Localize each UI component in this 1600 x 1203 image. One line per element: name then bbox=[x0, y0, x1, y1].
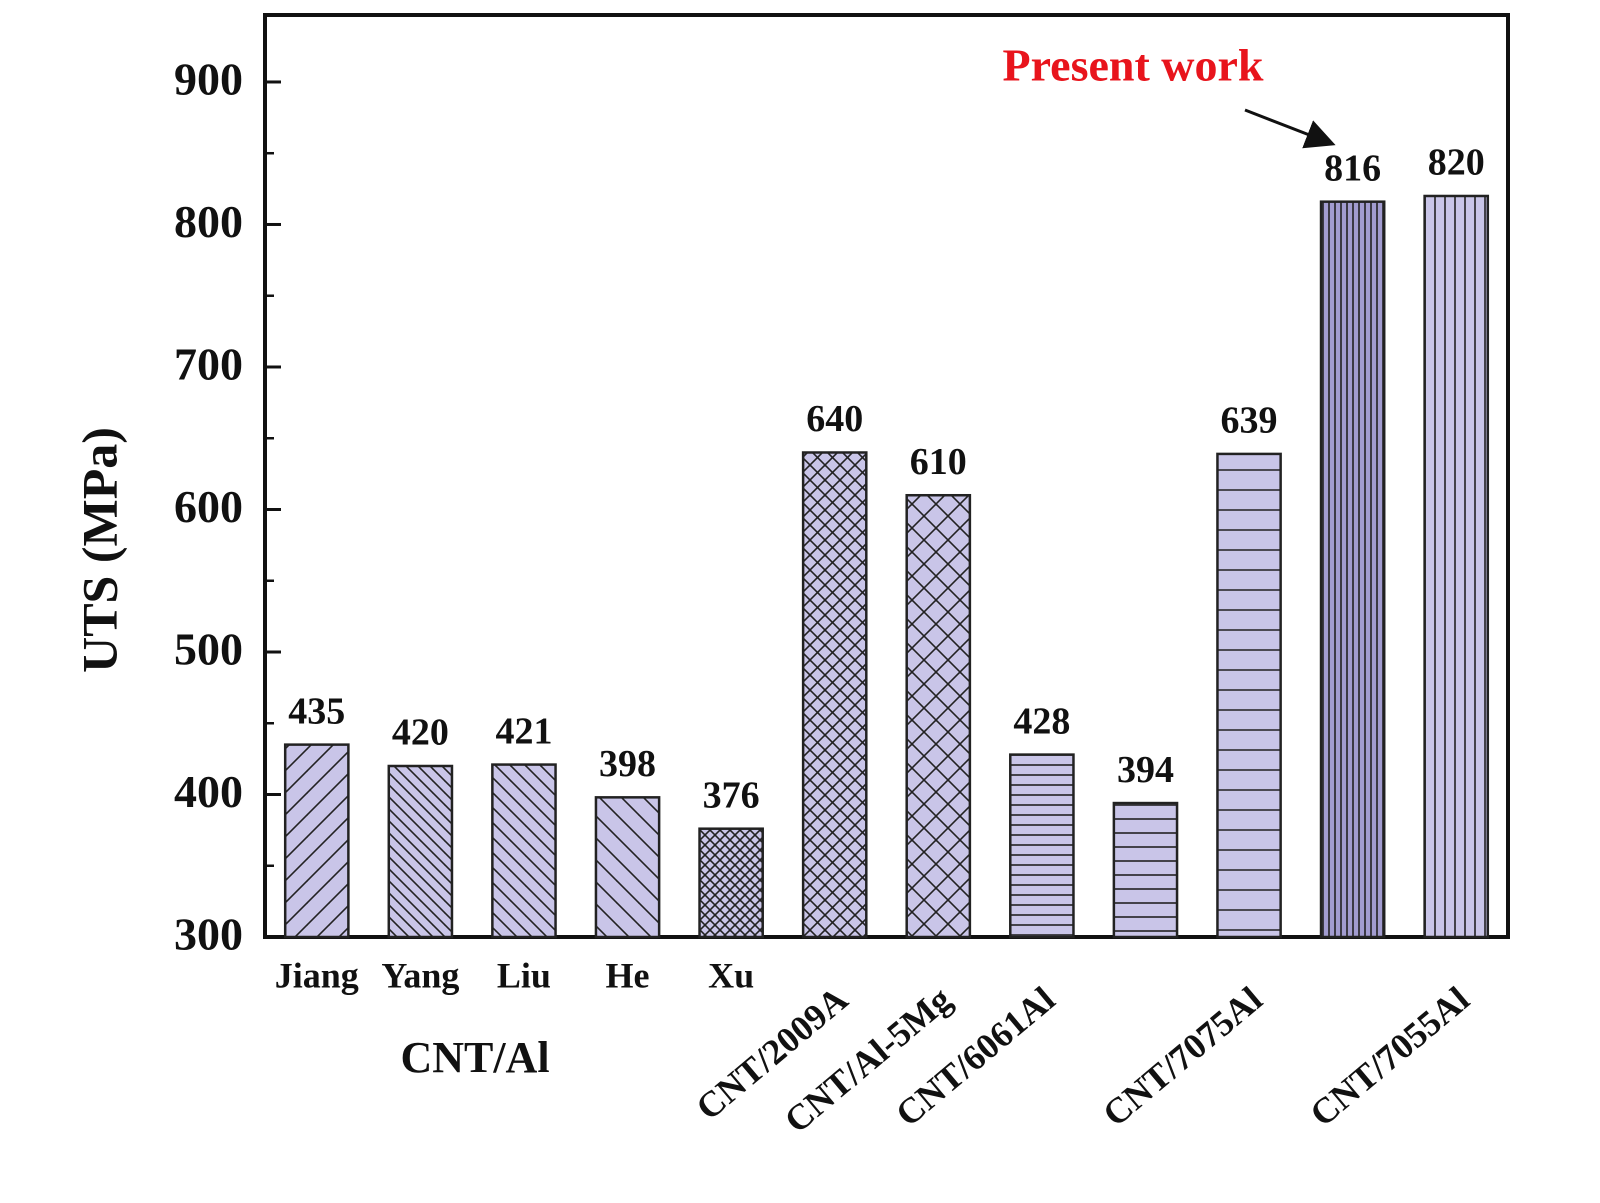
value-label: 435 bbox=[288, 690, 345, 732]
bar bbox=[387, 764, 454, 939]
value-label: 420 bbox=[392, 712, 449, 754]
y-tick-label: 400 bbox=[174, 766, 243, 817]
annotation-arrow bbox=[1244, 108, 1336, 149]
y-tick-label: 700 bbox=[174, 339, 243, 390]
value-label: 398 bbox=[599, 743, 656, 785]
bar bbox=[283, 743, 350, 939]
x-tick-label: Xu bbox=[708, 955, 754, 995]
value-label: 640 bbox=[806, 398, 863, 440]
bar bbox=[1112, 801, 1179, 939]
x-tick-label: Yang bbox=[381, 955, 459, 995]
y-tick-label: 300 bbox=[174, 909, 243, 960]
group-label: CNT/Al bbox=[400, 1033, 549, 1082]
bar bbox=[801, 451, 868, 939]
value-label: 394 bbox=[1117, 749, 1174, 791]
value-label: 376 bbox=[703, 774, 760, 816]
y-tick-label: 500 bbox=[174, 624, 243, 675]
x-tick-label: Jiang bbox=[275, 955, 359, 995]
value-label: 820 bbox=[1428, 142, 1485, 184]
x-tick-label: Liu bbox=[497, 955, 551, 995]
bar bbox=[594, 796, 661, 939]
y-tick-label: 600 bbox=[174, 481, 243, 532]
x-tick-label: He bbox=[606, 955, 650, 995]
x-tick-label: CNT/7055Al bbox=[1302, 979, 1476, 1134]
y-axis-label: UTS (MPa) bbox=[71, 427, 127, 673]
bar bbox=[491, 763, 557, 939]
x-tick-label: CNT/7075Al bbox=[1095, 979, 1269, 1134]
value-label: 639 bbox=[1221, 400, 1278, 442]
plot-frame bbox=[263, 13, 1510, 939]
value-label: 816 bbox=[1324, 147, 1381, 189]
bar bbox=[1319, 200, 1386, 939]
bar bbox=[1009, 753, 1075, 939]
value-label: 421 bbox=[495, 710, 552, 752]
value-label: 428 bbox=[1013, 700, 1070, 742]
y-tick-label: 800 bbox=[174, 196, 243, 247]
y-tick-label: 900 bbox=[174, 54, 243, 105]
bar bbox=[1216, 452, 1282, 939]
annotation: Present work bbox=[1002, 40, 1263, 91]
value-label: 610 bbox=[910, 441, 967, 483]
bar bbox=[1423, 194, 1490, 939]
bar bbox=[698, 827, 764, 939]
bar bbox=[905, 493, 972, 939]
